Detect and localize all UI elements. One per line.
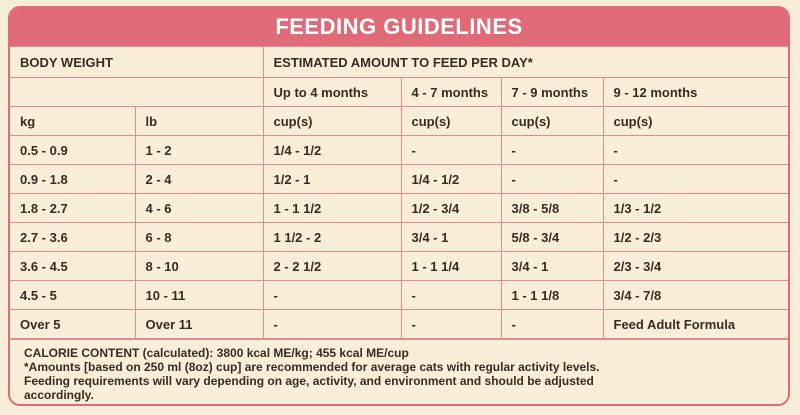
feeding-table: BODY WEIGHT ESTIMATED AMOUNT TO FEED PER … [10, 46, 788, 339]
cell: - [500, 309, 604, 339]
age-group: 9 - 12 months [602, 77, 788, 107]
cell: - [262, 280, 402, 310]
cell: - [262, 309, 402, 339]
cell: 1/4 - 1/2 [400, 164, 502, 194]
title: FEEDING GUIDELINES [10, 8, 788, 46]
cell: 1 - 1 1/8 [500, 280, 604, 310]
group-header: ESTIMATED AMOUNT TO FEED PER DAY* [262, 46, 788, 78]
cell: - [500, 135, 604, 165]
cell: Over 5 [10, 309, 136, 339]
cell: 3.6 - 4.5 [10, 251, 136, 281]
cell: 3/8 - 5/8 [500, 193, 604, 223]
cell: 1/3 - 1/2 [602, 193, 788, 223]
cell: 1 1/2 - 2 [262, 222, 402, 252]
cell: 1 - 2 [134, 135, 264, 165]
cell: 3/4 - 1 [400, 222, 502, 252]
unit: cup(s) [400, 106, 502, 136]
cell: 4.5 - 5 [10, 280, 136, 310]
group-header: BODY WEIGHT [10, 46, 264, 78]
unit-row: kg lb cup(s) cup(s) cup(s) cup(s) [10, 106, 788, 136]
cell: 3/4 - 7/8 [602, 280, 788, 310]
cell: 8 - 10 [134, 251, 264, 281]
cell: 4 - 6 [134, 193, 264, 223]
unit: cup(s) [602, 106, 788, 136]
feeding-card: FEEDING GUIDELINES BODY WEIGHT ESTIMATED … [8, 6, 790, 406]
cell: 2 - 4 [134, 164, 264, 194]
note-line: accordingly. [24, 388, 94, 402]
cell: Over 11 [134, 309, 264, 339]
cell: 2.7 - 3.6 [10, 222, 136, 252]
cell: - [400, 135, 502, 165]
cell: 10 - 11 [134, 280, 264, 310]
cell: - [602, 135, 788, 165]
cell: 2 - 2 1/2 [262, 251, 402, 281]
cell: 0.5 - 0.9 [10, 135, 136, 165]
data-row: 0.5 - 0.9 1 - 2 1/4 - 1/2- - - [10, 135, 788, 165]
calorie-content: CALORIE CONTENT (calculated): 3800 kcal … [24, 346, 409, 360]
cell: 5/8 - 3/4 [500, 222, 604, 252]
cell: 1/4 - 1/2 [262, 135, 402, 165]
cell: 1/2 - 2/3 [602, 222, 788, 252]
cell: - [400, 309, 502, 339]
age-group: 7 - 9 months [500, 77, 604, 107]
cell: 1 - 1 1/2 [262, 193, 402, 223]
unit: lb [134, 106, 264, 136]
cell: 3/4 - 1 [500, 251, 604, 281]
data-row: 4.5 - 5 10 - 11- -1 - 1 1/8 3/4 - 7/8 [10, 280, 788, 310]
cell: - [500, 164, 604, 194]
unit: kg [10, 106, 136, 136]
data-row: 0.9 - 1.8 2 - 4 1/2 - 1 1/4 - 1/2- - [10, 164, 788, 194]
cell: - [400, 280, 502, 310]
age-row: Up to 4 months 4 - 7 months 7 - 9 months 9 … [10, 77, 788, 107]
cell: - [602, 164, 788, 194]
cell: 1/2 - 1 [262, 164, 402, 194]
unit: cup(s) [500, 106, 604, 136]
cell: 2/3 - 3/4 [602, 251, 788, 281]
empty-cell [10, 77, 264, 107]
cell: 1/2 - 3/4 [400, 193, 502, 223]
cell: 1 - 1 1/4 [400, 251, 502, 281]
footer: CALORIE CONTENT (calculated): 3800 kcal … [10, 339, 788, 402]
age-group: 4 - 7 months [400, 77, 502, 107]
note-line: Feeding requirements will vary depending… [24, 374, 594, 388]
unit: cup(s) [262, 106, 402, 136]
group-header-row: BODY WEIGHT ESTIMATED AMOUNT TO FEED PER … [10, 46, 788, 78]
cell: 6 - 8 [134, 222, 264, 252]
cell: 1.8 - 2.7 [10, 193, 136, 223]
data-row: Over 5 Over 11- - - Feed Adult Formula [10, 309, 788, 339]
cell: Feed Adult Formula [602, 309, 788, 339]
age-group: Up to 4 months [262, 77, 402, 107]
cell: 0.9 - 1.8 [10, 164, 136, 194]
note-line: *Amounts [based on 250 ml (8oz) cup] are… [24, 360, 600, 374]
data-row: 3.6 - 4.5 8 - 10 2 - 2 1/2 1 - 1 1/4 3/4 - 1… [10, 251, 788, 281]
